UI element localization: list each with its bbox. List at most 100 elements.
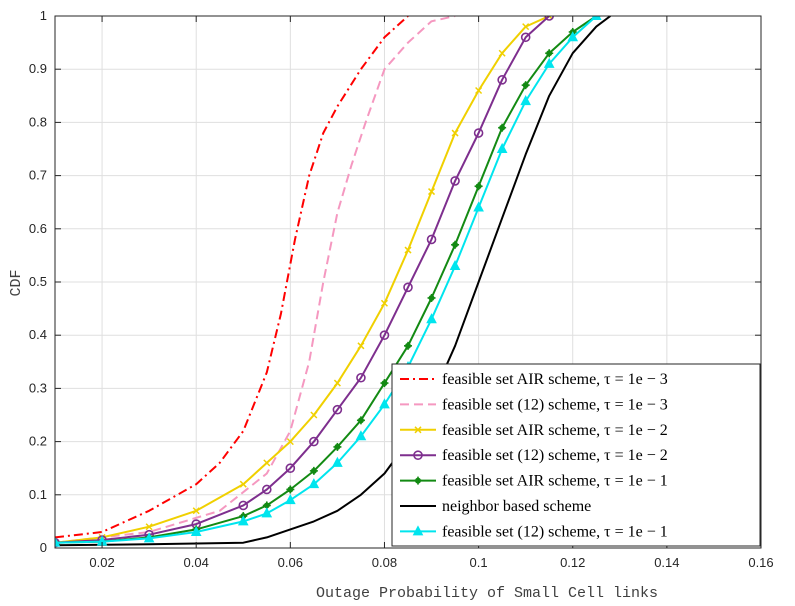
legend-label: feasible set AIR scheme, τ = 1e − 3 [442,371,668,388]
data-point [190,525,202,537]
legend-entry-2: feasible set (12) scheme, τ = 1e − 3 [400,396,668,413]
data-point [286,438,294,446]
data-point [522,23,530,31]
data-point [356,372,366,383]
legend-label: feasible set (12) scheme, τ = 1e − 3 [442,396,668,413]
legend-marker [413,450,423,461]
series-layer [55,16,612,548]
series-line [55,16,597,544]
data-point [404,246,412,254]
legend-label: feasible set AIR scheme, τ = 1e − 2 [442,422,668,439]
y-tick-label: 0.7 [29,168,47,183]
data-point [449,259,461,271]
y-tick-label: 0.1 [29,487,47,502]
legend-label: feasible set (12) scheme, τ = 1e − 2 [442,447,668,464]
series-line [55,16,550,544]
x-tick-label: 0.12 [560,555,585,570]
data-point [379,398,390,409]
data-point [427,293,436,302]
data-point [545,49,554,58]
y-tick-label: 0.6 [29,221,47,236]
x-tick-label: 0.04 [184,555,209,570]
y-axis-label: CDF [8,269,25,296]
legend-entry-4: feasible set (12) scheme, τ = 1e − 2 [400,447,668,464]
data-point [285,494,296,505]
series-line [55,16,597,544]
data-point [356,416,365,425]
y-tick-label: 0.5 [29,274,47,289]
legend-entry-5: feasible set AIR scheme, τ = 1e − 1 [400,473,668,490]
y-tick-label: 0.2 [29,434,47,449]
data-point [428,188,436,196]
legend-entry-6: neighbor based scheme [400,498,591,515]
data-point [355,430,367,441]
data-point [498,49,506,57]
data-point [426,234,437,245]
legend-entry-3: feasible set AIR scheme, τ = 1e − 2 [400,422,668,439]
legend-marker [414,476,422,485]
legend: feasible set AIR scheme, τ = 1e − 3 feasi… [391,363,761,547]
legend-label: feasible set (12) scheme, τ = 1e − 1 [442,523,668,540]
data-point [451,129,459,137]
x-tick-label: 0.02 [89,555,114,570]
legend-marker [412,525,424,536]
data-point [403,282,413,293]
data-point [239,480,247,488]
y-tick-label: 1 [40,8,47,23]
data-point [543,57,555,68]
y-tick-label: 0.9 [29,61,47,76]
data-point [333,442,342,451]
data-point [567,31,579,42]
x-axis-label: Outage Probability of Small Cell links [316,585,658,602]
legend-entry-7: feasible set (12) scheme, τ = 1e − 1 [400,523,668,540]
data-point [143,532,155,543]
data-point [262,501,271,510]
data-point [520,95,531,106]
data-point [263,459,271,467]
x-tick-label: 0.1 [470,555,488,570]
y-tick-label: 0.8 [29,114,47,129]
data-point [450,176,460,186]
series-line [55,16,456,544]
axis-ticks [55,15,762,549]
legend-label: feasible set AIR scheme, τ = 1e − 1 [442,473,668,490]
data-point [145,523,153,531]
data-point [496,142,508,153]
data-point [520,32,531,43]
y-tick-labels: 0 0.1 0.2 0.3 0.4 0.5 0.6 0.7 0.8 0.9 1 [29,8,47,555]
data-point [497,75,507,85]
data-point [521,81,530,90]
data-point [310,411,318,419]
series-line [55,16,550,544]
series-2 [55,16,456,544]
legend-marker [414,426,422,434]
data-point [473,201,484,212]
data-point [332,404,343,415]
x-tick-labels: 0.02 0.04 0.06 0.08 0.1 0.12 0.14 0.16 [89,555,773,570]
y-tick-label: 0.3 [29,380,47,395]
data-point [380,299,388,307]
data-point [309,466,318,475]
data-point [475,86,483,95]
data-point [380,379,389,388]
data-point [308,478,320,489]
data-point [451,240,460,249]
data-point [357,342,365,350]
series-line [55,16,409,539]
data-point [473,128,484,138]
data-point [55,536,61,547]
data-point [261,484,272,495]
data-point [192,507,200,515]
data-point [379,330,390,341]
y-tick-label: 0 [40,540,47,555]
x-tick-label: 0.14 [654,555,679,570]
data-point [309,436,319,447]
legend-box [391,363,761,547]
x-tick-label: 0.16 [748,555,773,570]
series-area [55,16,612,548]
data-point [237,515,249,526]
series-1 [55,16,409,539]
data-point [404,341,412,350]
x-tick-label: 0.06 [278,555,303,570]
